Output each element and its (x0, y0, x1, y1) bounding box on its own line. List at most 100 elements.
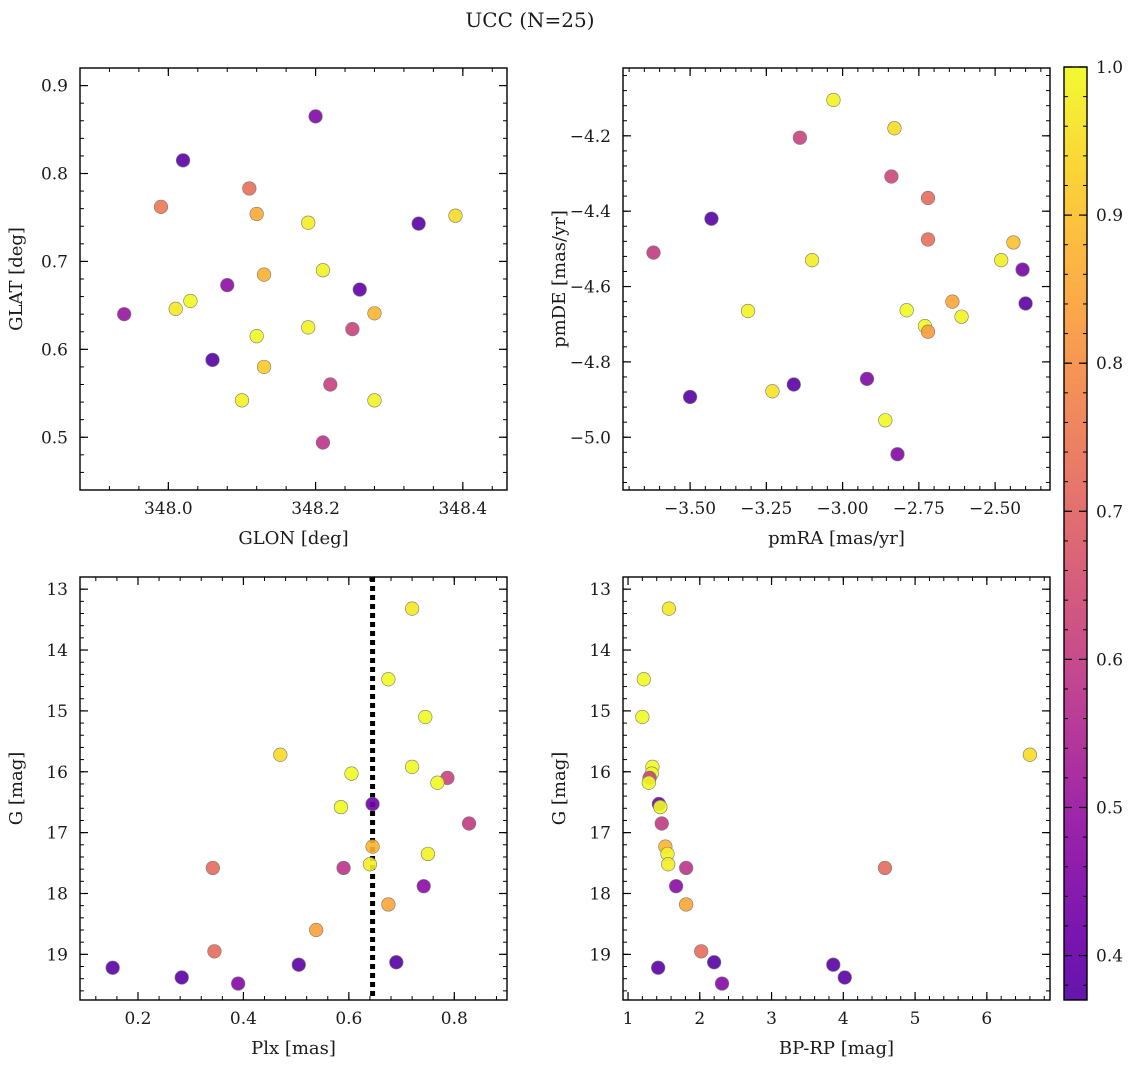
data-point (315, 435, 331, 450)
data-point (826, 957, 841, 972)
y-tick-label: 13 (589, 580, 611, 600)
x-tick-label: 348.4 (438, 499, 487, 519)
data-point (954, 309, 969, 324)
data-point (704, 211, 719, 226)
data-point (878, 413, 893, 428)
data-point (714, 976, 730, 991)
y-tick-label: 15 (589, 702, 611, 722)
data-point (168, 301, 183, 316)
data-point (786, 377, 801, 392)
y-tick-label: 0.9 (41, 77, 68, 97)
data-point (804, 253, 820, 268)
x-tick-label: 0.6 (335, 1009, 362, 1029)
colorbar-tick-label: 0.4 (1096, 947, 1123, 967)
data-point (381, 672, 396, 687)
data-point (205, 352, 220, 367)
colorbar-frame (1063, 66, 1088, 1001)
y-tick-label: 19 (589, 945, 611, 965)
data-point (291, 957, 306, 972)
data-point (309, 922, 324, 938)
data-point (994, 253, 1009, 268)
x-axis-label: pmRA [mas/yr] (768, 528, 905, 549)
data-point (899, 303, 914, 318)
y-tick-label: 17 (46, 824, 68, 844)
data-point (418, 709, 433, 725)
data-point (411, 216, 426, 231)
data-point (651, 960, 666, 975)
data-point (344, 766, 359, 781)
data-point (682, 389, 698, 405)
data-point (740, 303, 756, 319)
data-point (430, 775, 445, 790)
data-point (679, 860, 694, 876)
colorbar-gradient (1064, 67, 1087, 1000)
data-point (661, 601, 677, 616)
data-point (920, 324, 936, 339)
scatter-panel-2: −3.50 −3.25 −3.00 −2.75 −2.50 −5.0 −4.8 −4.6 −4.… (549, 67, 1051, 549)
data-point (1022, 747, 1038, 762)
figure-title: UCC (N=25) (465, 8, 594, 32)
x-axis-label: GLON [deg] (238, 528, 348, 549)
data-point (661, 857, 676, 872)
data-point (884, 169, 899, 184)
data-point (890, 447, 905, 462)
data-point (826, 92, 841, 108)
y-tick-label: 17 (589, 824, 611, 844)
colorbar-tick-label: 0.6 (1096, 650, 1123, 670)
x-tick-label: 0.8 (441, 1009, 468, 1029)
colorbar-tick-label: 0.9 (1096, 206, 1123, 226)
data-point (352, 282, 367, 297)
colorbar-tick-label: 0.5 (1096, 798, 1123, 818)
data-point (345, 322, 360, 337)
y-tick-label: 0.5 (41, 428, 68, 448)
data-point (117, 307, 132, 322)
colorbar-tick-label: 0.7 (1096, 502, 1123, 522)
data-point (792, 130, 808, 145)
x-axis-label: Plx [mas] (251, 1038, 336, 1059)
y-tick-label: 15 (46, 702, 68, 722)
data-point (405, 601, 420, 616)
axes-frame (79, 67, 508, 491)
data-point (945, 294, 960, 309)
axes-frame (622, 576, 1051, 1001)
data-point (416, 879, 431, 894)
data-point (420, 846, 436, 862)
y-axis-label: pmDE [mas/yr] (549, 210, 570, 348)
axes-frame (79, 576, 508, 1001)
data-point (669, 879, 684, 894)
data-point (679, 897, 694, 912)
data-point (174, 970, 189, 985)
plot-area (80, 577, 507, 1000)
colorbar-tick-label: 1.0 (1096, 58, 1123, 78)
colorbar-tick-label: 0.8 (1096, 354, 1123, 374)
data-point (333, 799, 349, 815)
x-tick-label: −2.50 (969, 499, 1021, 519)
data-point (273, 747, 288, 762)
data-point (249, 329, 264, 344)
data-point (389, 955, 404, 970)
data-point (707, 955, 722, 970)
scatter-panel-1: 348.0 348.2 348.4 0.5 0.6 0.7 0.8 0.9 GLON [deg]… (6, 67, 508, 549)
data-point (641, 775, 656, 790)
data-point (249, 206, 264, 222)
y-tick-label: 19 (46, 945, 68, 965)
colorbar: 0.4 0.5 0.6 0.7 0.8 0.9 1.0 (1063, 58, 1123, 1001)
data-point (231, 976, 246, 991)
plot-area (80, 68, 507, 490)
x-tick-label: 6 (981, 1009, 992, 1029)
data-point (653, 799, 668, 815)
y-tick-label: 0.7 (41, 252, 68, 272)
y-tick-label: 0.8 (41, 165, 68, 185)
data-point (859, 371, 875, 386)
data-point (448, 208, 463, 223)
data-point (920, 190, 936, 206)
data-point (887, 121, 902, 136)
x-tick-label: −3.50 (664, 499, 716, 519)
data-point (654, 816, 669, 831)
x-axis-label: BP-RP [mag] (779, 1038, 894, 1059)
data-point (381, 897, 396, 912)
data-point (105, 960, 120, 975)
data-point (362, 857, 378, 872)
data-point (323, 377, 338, 392)
